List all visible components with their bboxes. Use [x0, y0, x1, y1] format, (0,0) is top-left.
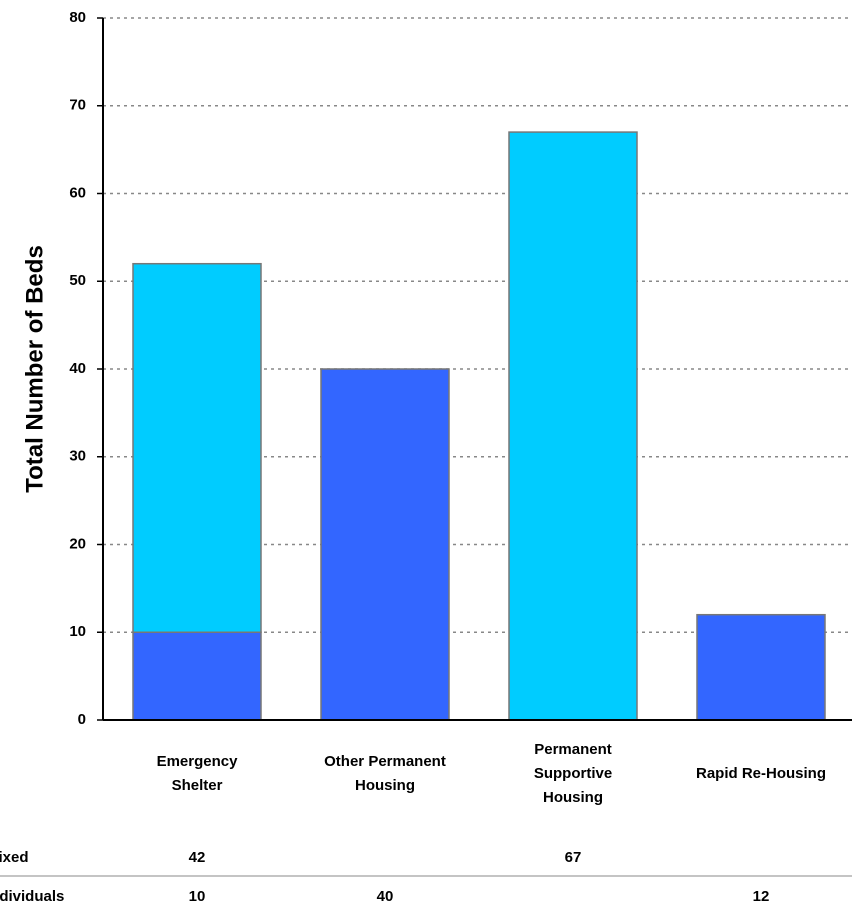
bar: [132, 262, 262, 633]
x-tick-label: Emergency Shelter: [156, 753, 238, 794]
y-tick-label: 10: [69, 623, 86, 640]
table-row-label: Mixed: [0, 849, 29, 866]
bar: [320, 368, 450, 721]
y-tick-label: 50: [69, 272, 86, 289]
table-value: 10: [189, 888, 206, 905]
x-tick-label: Rapid Re-Housing: [696, 765, 826, 782]
x-tick-label: Other Permanent Housing: [324, 753, 446, 794]
table-value: 67: [565, 849, 582, 866]
y-tick-label: 0: [78, 711, 86, 728]
table-value: 12: [753, 888, 770, 905]
bar: [696, 613, 826, 721]
y-tick-label: 40: [69, 360, 86, 377]
y-tick-label: 60: [69, 184, 86, 201]
table-value: 40: [377, 888, 394, 905]
y-tick-label: 70: [69, 97, 86, 114]
bar: [132, 631, 262, 721]
x-tick-label: Permanent Supportive Housing: [533, 741, 613, 806]
table-row-label: Individuals: [0, 888, 64, 905]
y-tick-label: 30: [69, 448, 86, 465]
table-value: 42: [189, 849, 206, 866]
y-tick-label: 20: [69, 535, 86, 552]
y-tick-label: 80: [69, 9, 86, 26]
bar: [508, 131, 638, 721]
y-axis-title: Total Number of Beds: [21, 245, 48, 493]
